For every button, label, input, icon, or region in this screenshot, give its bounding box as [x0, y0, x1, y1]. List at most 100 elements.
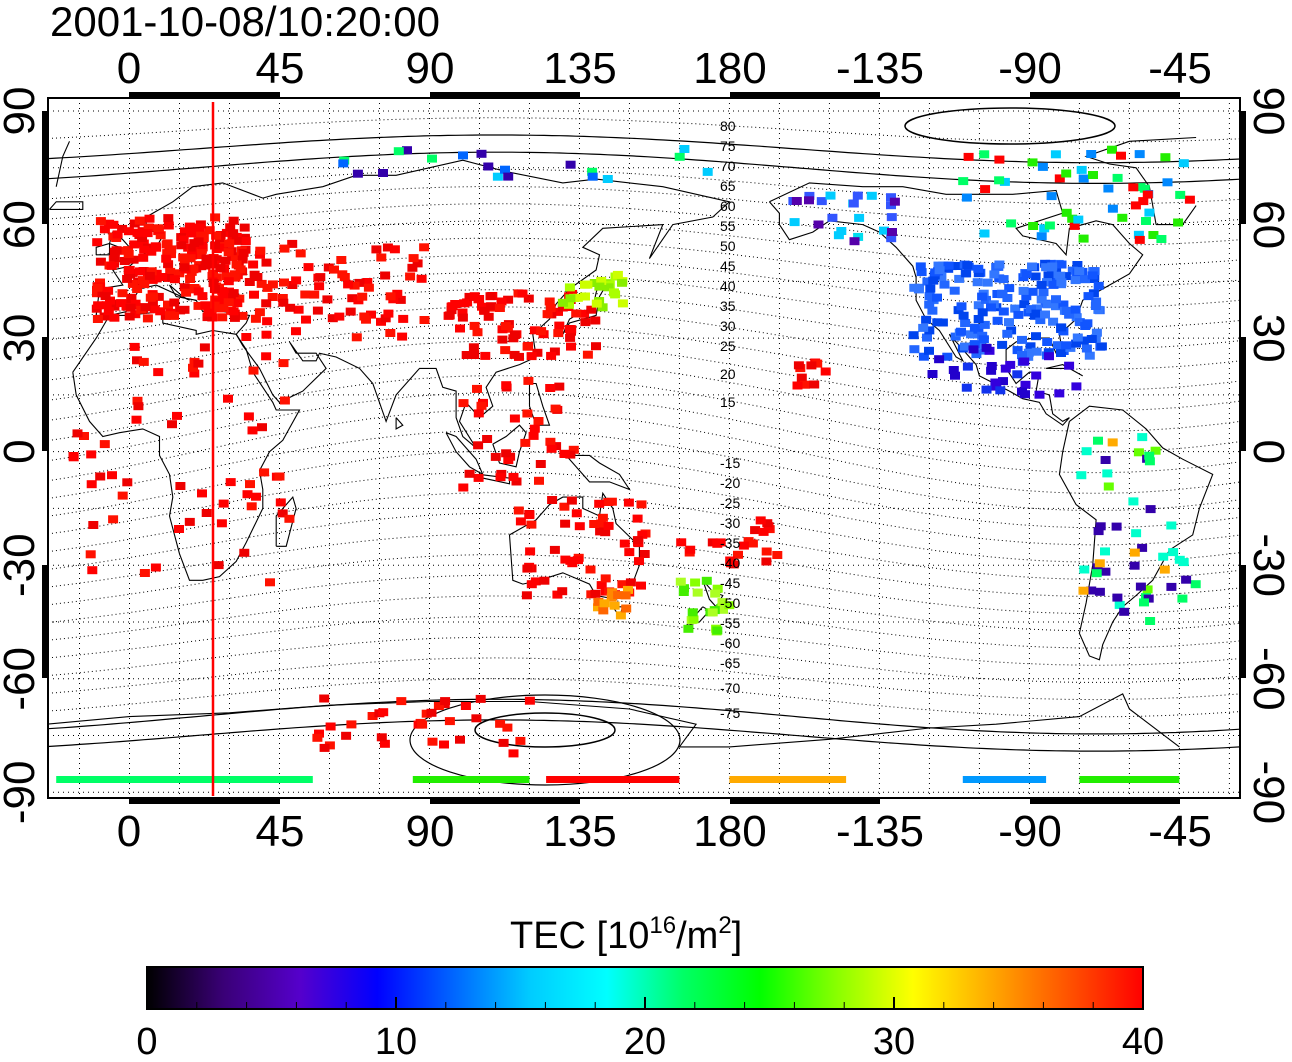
- tec-pixel: [936, 272, 947, 281]
- maglat-label: 40: [720, 278, 736, 294]
- tec-pixel: [994, 155, 1005, 164]
- tec-pixel: [617, 299, 628, 308]
- tec-pixel: [501, 381, 512, 390]
- tec-pixel: [352, 169, 363, 178]
- tec-pixel: [939, 280, 950, 289]
- tec-pixel: [501, 449, 512, 458]
- tec-pixel: [1042, 338, 1053, 346]
- tec-pixel: [149, 305, 160, 314]
- tec-pixel: [1031, 304, 1042, 313]
- tec-pixel: [1137, 543, 1148, 552]
- tec-pixel: [132, 396, 143, 405]
- tec-pixel: [1112, 593, 1123, 602]
- tec-pixel: [587, 172, 598, 181]
- tec-pixel: [609, 601, 620, 610]
- tec-pixel: [595, 527, 606, 536]
- tec-pixel: [1129, 561, 1140, 570]
- tec-pixel: [523, 376, 534, 385]
- tec-pixel: [143, 223, 154, 232]
- tec-pixel: [287, 239, 298, 248]
- tec-pixel: [223, 277, 234, 286]
- lon-label-top: -90: [998, 44, 1062, 93]
- tec-pixel: [1131, 529, 1142, 538]
- tec-pixel: [476, 401, 487, 410]
- tec-pixel: [1096, 342, 1107, 351]
- tec-pixel: [536, 327, 547, 336]
- north-magpole-contour: [904, 107, 1116, 145]
- tec-pixel: [95, 257, 106, 266]
- tec-pixel: [1091, 328, 1102, 337]
- tec-pixel: [225, 223, 236, 232]
- lon-label-top: 180: [693, 44, 766, 93]
- tec-pixel: [928, 276, 939, 285]
- tec-pixel: [582, 350, 593, 359]
- tec-pixel: [376, 253, 387, 262]
- tec-pixel: [533, 417, 544, 425]
- tec-pixel: [1061, 169, 1072, 178]
- sri-lanka-coast: [395, 417, 404, 430]
- tec-pixel: [101, 301, 112, 310]
- tec-pixel: [511, 477, 522, 486]
- tec-pixel: [593, 603, 603, 612]
- tec-pixel: [550, 404, 561, 413]
- maglat-contour: [48, 185, 1240, 226]
- left-latitude-labels: 90 60 30 0 -30 -60 -90: [0, 87, 44, 825]
- tec-pixel: [125, 303, 136, 312]
- tec-pixel: [973, 315, 984, 323]
- tec-pixel: [72, 429, 83, 438]
- tec-pixel: [229, 313, 240, 322]
- tec-pixel: [185, 275, 196, 283]
- tec-pixel: [544, 297, 555, 306]
- tec-pixel: [378, 708, 389, 717]
- tec-pixel: [279, 278, 289, 287]
- tec-pixel: [1076, 471, 1087, 480]
- tec-pixel: [998, 377, 1008, 386]
- tec-pixel: [632, 536, 643, 545]
- tec-pixel: [853, 232, 864, 241]
- tec-pixel: [502, 723, 513, 732]
- tec-pixel: [982, 278, 993, 287]
- lat-label-left: 60: [0, 200, 44, 249]
- lat-label-left: 30: [0, 314, 44, 363]
- tec-pixel: [1044, 221, 1055, 230]
- tec-pixel: [385, 292, 396, 301]
- tec-pixel: [600, 574, 611, 583]
- lat-label-right: -90: [1244, 761, 1292, 825]
- tec-pixel: [1013, 310, 1024, 319]
- tec-pixel: [1043, 271, 1054, 280]
- tec-pixel: [1093, 527, 1104, 536]
- maglat-contour: [48, 375, 1240, 453]
- tec-pixel: [108, 515, 119, 524]
- tec-pixel: [559, 450, 570, 458]
- tec-pixel: [969, 340, 980, 349]
- tec-pixel: [291, 276, 302, 285]
- tec-pixel: [1051, 302, 1061, 311]
- tec-pixel: [134, 216, 145, 225]
- lat-label-right: -60: [1244, 647, 1292, 711]
- bottom-longitude-labels: 0 45 90 135 180 -135 -90 -45: [117, 807, 1212, 856]
- tec-pixel: [526, 520, 537, 529]
- tec-pixel: [1100, 567, 1111, 576]
- tec-pixel: [385, 329, 396, 337]
- tec-pixel: [593, 597, 604, 606]
- tec-pixel: [1142, 190, 1153, 199]
- tec-pixel: [1054, 389, 1065, 398]
- tec-pixel: [1139, 598, 1149, 607]
- antarctica-coast: [48, 693, 1180, 748]
- tec-pixel: [1017, 387, 1027, 396]
- tec-pixel: [393, 147, 404, 156]
- axis-tick-bar: [730, 92, 880, 98]
- tec-pixel: [924, 326, 935, 335]
- tec-pixel: [1048, 317, 1059, 326]
- tec-pixel: [515, 736, 526, 745]
- maglat-contour: [48, 595, 1240, 649]
- tec-pixel: [244, 278, 255, 286]
- tec-pixel: [193, 359, 204, 368]
- tec-pixel: [162, 239, 173, 248]
- tec-pixel: [138, 239, 149, 248]
- tec-pixel: [973, 301, 984, 310]
- tec-pixel: [1072, 333, 1083, 342]
- tec-pixel: [559, 502, 570, 511]
- tec-pixel: [155, 231, 166, 240]
- tec-pixel: [284, 514, 295, 523]
